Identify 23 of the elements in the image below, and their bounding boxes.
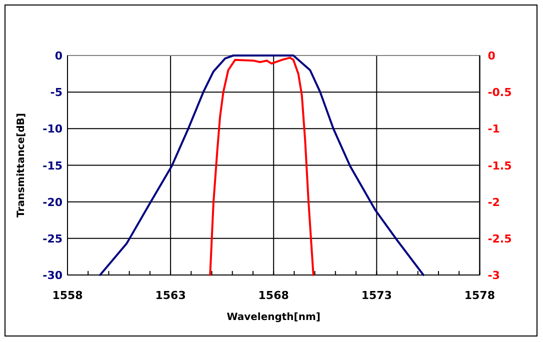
y2-tick-label: 0 — [488, 50, 496, 62]
y2-tick-label: -2 — [488, 196, 500, 209]
y-tick-label: -15 — [42, 159, 62, 172]
y2-tick-label: -0.5 — [488, 86, 512, 100]
x-axis-title: Wavelength[nm] — [226, 312, 320, 323]
y-tick-label: -25 — [42, 232, 62, 246]
y2-tick-label: -1 — [488, 122, 500, 136]
x-tick-label: 1573 — [361, 289, 392, 302]
x-tick-label: 1563 — [155, 289, 186, 302]
line-series — [209, 56, 314, 276]
y-tick-label: -30 — [42, 269, 63, 282]
x-tick-label: 1578 — [464, 289, 496, 302]
x-tick-label: 1558 — [52, 289, 83, 302]
y-tick-label: 0 — [54, 50, 63, 62]
y2-tick-label: -3 — [488, 269, 500, 282]
y-tick-label: -5 — [50, 86, 62, 100]
x-tick-label: 1568 — [258, 289, 289, 302]
y-tick-label: -10 — [42, 122, 63, 136]
y-axis-title: Transmittance[dB] — [16, 113, 27, 218]
y2-tick-label: -1.5 — [488, 159, 512, 172]
y-tick-label: -20 — [42, 196, 63, 209]
y2-tick-label: -2.5 — [488, 232, 512, 246]
line-series — [99, 54, 424, 276]
